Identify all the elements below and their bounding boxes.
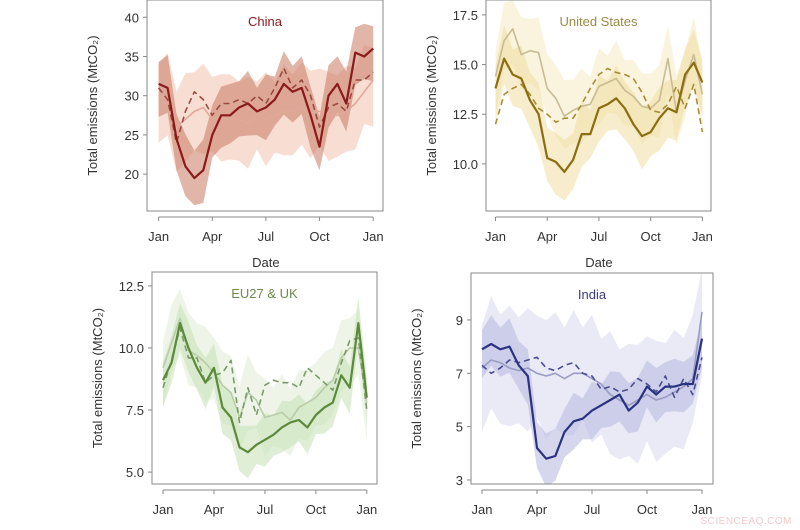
series-line-light (162, 317, 368, 421)
x-axis-label: Date (578, 528, 605, 530)
x-axis-label: Date (252, 255, 279, 270)
uncertainty-band-solid (163, 296, 367, 479)
x-tick-label: Apr (202, 229, 223, 244)
x-axis-label: Date (585, 255, 612, 270)
x-tick-label: Jan (363, 229, 384, 244)
x-tick-label: Jul (257, 502, 274, 517)
x-tick-label: Oct (641, 229, 662, 244)
x-tick-label: Jan (153, 502, 174, 517)
series-line-light (494, 27, 704, 117)
y-axis-label: Total emissions (MtCO₂) (85, 35, 100, 175)
y-tick-label: 5.0 (126, 465, 144, 480)
series-line-dashed (157, 67, 374, 144)
y-tick-label: 10.0 (119, 341, 144, 356)
x-tick-label: Jan (472, 502, 493, 517)
series-line-solid (481, 338, 704, 460)
x-tick-label: Oct (306, 502, 327, 517)
panel-title: China (248, 14, 283, 29)
plot-area (481, 273, 704, 484)
y-tick-label: 7 (456, 366, 463, 381)
x-tick-label: Jan (485, 229, 506, 244)
plot-area (494, 0, 704, 201)
panel-india: Jan Apr Jul Oct Jan Date 3 5 7 9 Total emissions (… (409, 272, 714, 530)
y-tick-label: 5 (456, 420, 463, 435)
plot-area (162, 289, 368, 479)
series-line-solid (162, 322, 368, 454)
series-line-dashed (162, 327, 368, 424)
y-tick-label: 35 (125, 49, 139, 64)
watermark: SCIENCEAQ.COM (700, 516, 792, 527)
series-line-solid (158, 47, 374, 180)
panel-title: EU27 & UK (231, 286, 298, 301)
y-axis-label: Total emissions (MtCO₂) (409, 308, 424, 448)
y-tick-label: 30 (125, 89, 139, 104)
x-tick-label: Jan (692, 229, 713, 244)
x-tick-label: Jul (584, 502, 601, 517)
plot-frame (485, 0, 712, 212)
panel-eu27-uk: Jan Apr Jul Oct Jan Date 5.0 7.5 10.0 12.5 Total e… (90, 271, 378, 530)
x-axis-label: Date (251, 528, 278, 530)
x-tick-label: Oct (637, 502, 658, 517)
plot-frame (470, 272, 714, 485)
plot-frame (146, 0, 384, 212)
panel-united-states: Jan Apr Jul Oct Jan Date 10.0 12.5 15.0 17.5 Total… (424, 0, 713, 270)
y-tick-label: 12.5 (453, 107, 478, 122)
y-tick-label: 3 (456, 473, 463, 488)
series-line-solid (494, 57, 704, 173)
y-axis-label: Total emissions (MtCO₂) (90, 308, 105, 448)
series-line-light (158, 79, 374, 128)
x-tick-label: Jul (258, 229, 275, 244)
y-tick-label: 12.5 (119, 279, 144, 294)
x-tick-label: Jan (356, 502, 377, 517)
series-line-dashed (481, 356, 703, 399)
x-tick-label: Jan (148, 229, 169, 244)
plot-area (157, 23, 374, 206)
y-tick-label: 40 (125, 10, 139, 25)
y-tick-label: 9 (456, 313, 463, 328)
y-tick-label: 17.5 (453, 8, 478, 23)
x-tick-label: Oct (309, 229, 330, 244)
series-line-dashed (494, 67, 704, 133)
x-tick-label: Jan (692, 502, 713, 517)
uncertainty-band-light (482, 273, 702, 464)
panel-title: United States (559, 14, 638, 29)
series-line-light (481, 311, 703, 407)
panel-title: India (578, 287, 607, 302)
x-tick-label: Jul (591, 229, 608, 244)
y-tick-label: 7.5 (126, 403, 144, 418)
x-tick-label: Apr (527, 502, 548, 517)
y-tick-label: 15.0 (453, 58, 478, 73)
plot-frame (151, 271, 378, 485)
x-tick-label: Apr (537, 229, 558, 244)
y-tick-label: 20 (125, 167, 139, 182)
x-tick-label: Apr (204, 502, 225, 517)
y-tick-label: 10.0 (453, 157, 478, 172)
y-axis-label: Total emissions (MtCO₂) (424, 35, 439, 175)
uncertainty-band-solid (158, 23, 374, 206)
y-tick-label: 25 (125, 128, 139, 143)
panel-china: Jan Apr Jul Oct Jan Date 20 25 30 35 40 Total emiss… (85, 0, 384, 270)
